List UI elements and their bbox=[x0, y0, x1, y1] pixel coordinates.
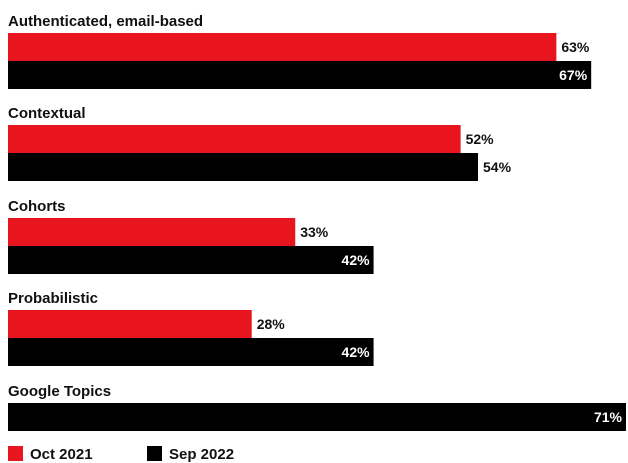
legend-label-sep-2022: Sep 2022 bbox=[169, 446, 234, 463]
value-label-cohorts-sep-2022: 42% bbox=[342, 252, 371, 268]
category-label-contextual: Contextual bbox=[8, 105, 86, 122]
bar-google-topics-sep-2022 bbox=[8, 403, 626, 431]
legend-swatch-sep-2022 bbox=[147, 446, 162, 461]
category-label-google-topics: Google Topics bbox=[8, 383, 111, 400]
bar-contextual-oct-2021 bbox=[8, 125, 461, 153]
bar-probabilistic-sep-2022 bbox=[8, 338, 374, 366]
legend-label-oct-2021: Oct 2021 bbox=[30, 446, 93, 463]
category-label-authenticated-email-based: Authenticated, email-based bbox=[8, 13, 203, 30]
bar-authenticated-email-based-oct-2021 bbox=[8, 33, 557, 61]
value-label-cohorts-oct-2021: 33% bbox=[300, 224, 329, 240]
value-label-google-topics-sep-2022: 71% bbox=[594, 409, 623, 425]
bar-cohorts-sep-2022 bbox=[8, 246, 374, 274]
bar-probabilistic-oct-2021 bbox=[8, 310, 252, 338]
value-label-contextual-sep-2022: 54% bbox=[483, 159, 512, 175]
value-label-probabilistic-oct-2021: 28% bbox=[257, 316, 286, 332]
value-label-contextual-oct-2021: 52% bbox=[466, 131, 495, 147]
bar-cohorts-oct-2021 bbox=[8, 218, 296, 246]
value-label-authenticated-email-based-oct-2021: 63% bbox=[561, 39, 590, 55]
value-label-probabilistic-sep-2022: 42% bbox=[342, 344, 371, 360]
legend-swatch-oct-2021 bbox=[8, 446, 23, 461]
bar-contextual-sep-2022 bbox=[8, 153, 479, 181]
category-label-cohorts: Cohorts bbox=[8, 198, 66, 215]
category-label-probabilistic: Probabilistic bbox=[8, 290, 98, 307]
bar-authenticated-email-based-sep-2022 bbox=[8, 61, 592, 89]
value-label-authenticated-email-based-sep-2022: 67% bbox=[559, 67, 588, 83]
